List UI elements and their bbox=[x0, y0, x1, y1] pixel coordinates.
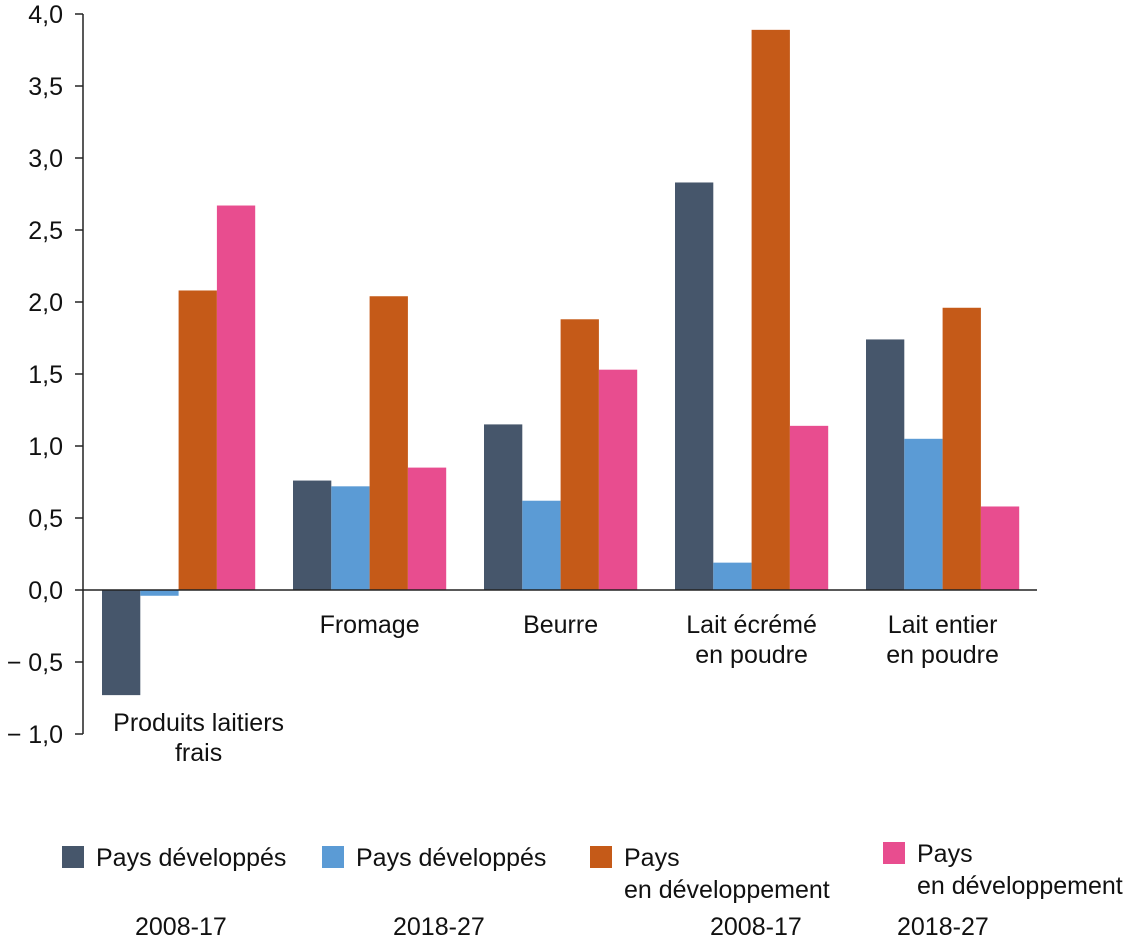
bar bbox=[140, 590, 179, 596]
bar bbox=[102, 590, 141, 696]
bar bbox=[560, 319, 599, 590]
bar bbox=[675, 182, 714, 591]
bar bbox=[942, 307, 981, 590]
bars bbox=[102, 29, 1020, 696]
category-label: Lait écrémé bbox=[686, 611, 817, 639]
bar bbox=[904, 438, 943, 590]
bar bbox=[407, 467, 447, 590]
y-tick-label: 2,0 bbox=[28, 289, 63, 317]
y-tick-label: 1,0 bbox=[28, 433, 63, 461]
y-tick-label: 2,5 bbox=[28, 217, 63, 245]
y-tick-label: 1,5 bbox=[28, 361, 63, 389]
category-label: Produits laitiers bbox=[113, 709, 284, 737]
category-label: Lait entier bbox=[888, 611, 998, 639]
category-label: en poudre bbox=[886, 641, 999, 669]
y-tick-label: 3,0 bbox=[28, 145, 63, 173]
category-label: Fromage bbox=[320, 611, 420, 639]
y-tick-label: − 0,5 bbox=[7, 649, 63, 677]
bar bbox=[293, 480, 332, 590]
bar bbox=[522, 500, 561, 590]
bar bbox=[789, 425, 829, 590]
y-tick-label: 0,0 bbox=[28, 577, 63, 605]
bar bbox=[598, 369, 638, 590]
bar bbox=[216, 205, 256, 590]
y-tick-label: 0,5 bbox=[28, 505, 63, 533]
y-axis: − 1,0 − 0,5 0,0 0,5 1,0 1,5 2,0 2,5 3,0 3,5 4,0 bbox=[7, 1, 84, 749]
bar bbox=[866, 339, 905, 590]
bar bbox=[178, 290, 217, 590]
bar bbox=[751, 29, 790, 590]
bar bbox=[980, 506, 1020, 590]
bar bbox=[369, 296, 408, 590]
y-tick-label: 4,0 bbox=[28, 1, 63, 29]
category-label: Beurre bbox=[523, 611, 598, 639]
bar bbox=[484, 424, 523, 590]
bar bbox=[331, 486, 370, 590]
bar bbox=[713, 562, 752, 590]
y-tick-label: − 1,0 bbox=[7, 721, 63, 749]
y-tick-label: 3,5 bbox=[28, 73, 63, 101]
category-label: en poudre bbox=[695, 641, 808, 669]
category-label: frais bbox=[175, 739, 222, 767]
